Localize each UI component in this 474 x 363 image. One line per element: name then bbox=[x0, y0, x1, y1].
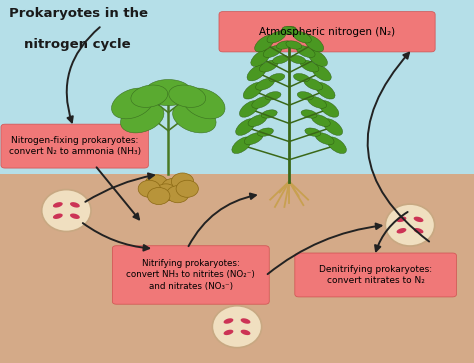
Ellipse shape bbox=[300, 60, 319, 72]
Ellipse shape bbox=[145, 79, 192, 106]
Ellipse shape bbox=[293, 74, 310, 82]
Ellipse shape bbox=[169, 85, 206, 107]
Ellipse shape bbox=[301, 110, 317, 118]
Ellipse shape bbox=[296, 46, 315, 57]
Ellipse shape bbox=[282, 26, 298, 34]
Ellipse shape bbox=[255, 78, 274, 90]
FancyBboxPatch shape bbox=[295, 253, 456, 297]
Ellipse shape bbox=[244, 133, 263, 144]
Circle shape bbox=[138, 180, 161, 197]
Ellipse shape bbox=[286, 41, 302, 49]
Ellipse shape bbox=[414, 217, 423, 222]
Ellipse shape bbox=[308, 50, 328, 66]
Text: Prokaryotes in the: Prokaryotes in the bbox=[9, 7, 148, 20]
Ellipse shape bbox=[120, 103, 164, 133]
Ellipse shape bbox=[265, 92, 281, 100]
Ellipse shape bbox=[241, 318, 250, 324]
Circle shape bbox=[166, 185, 189, 203]
Ellipse shape bbox=[42, 189, 91, 232]
Circle shape bbox=[171, 173, 194, 190]
Ellipse shape bbox=[311, 115, 330, 126]
Ellipse shape bbox=[308, 97, 327, 108]
Ellipse shape bbox=[261, 110, 277, 118]
Ellipse shape bbox=[239, 101, 259, 117]
FancyBboxPatch shape bbox=[1, 124, 148, 168]
Ellipse shape bbox=[70, 202, 80, 208]
FancyBboxPatch shape bbox=[219, 12, 435, 52]
Ellipse shape bbox=[257, 128, 273, 136]
Ellipse shape bbox=[236, 119, 255, 135]
Text: Nitrogen-fixing prokaryotes:
convert N₂ to ammonia (NH₃): Nitrogen-fixing prokaryotes: convert N₂ … bbox=[9, 136, 141, 156]
Ellipse shape bbox=[247, 64, 267, 81]
Ellipse shape bbox=[397, 217, 406, 222]
Ellipse shape bbox=[273, 56, 289, 64]
Ellipse shape bbox=[263, 46, 282, 57]
Ellipse shape bbox=[111, 88, 154, 119]
Ellipse shape bbox=[276, 41, 292, 49]
Ellipse shape bbox=[224, 318, 233, 324]
Ellipse shape bbox=[280, 26, 296, 34]
Ellipse shape bbox=[304, 35, 324, 52]
Ellipse shape bbox=[315, 82, 335, 99]
Ellipse shape bbox=[232, 137, 252, 154]
Ellipse shape bbox=[212, 306, 262, 348]
Text: Atmospheric nitrogen (N₂): Atmospheric nitrogen (N₂) bbox=[259, 27, 395, 37]
Ellipse shape bbox=[323, 119, 343, 135]
Ellipse shape bbox=[414, 228, 423, 233]
Ellipse shape bbox=[305, 128, 321, 136]
Ellipse shape bbox=[319, 101, 339, 117]
Circle shape bbox=[155, 184, 177, 201]
Ellipse shape bbox=[327, 137, 346, 154]
Ellipse shape bbox=[252, 97, 271, 108]
Text: Nitrifying prokaryotes:
convert NH₃ to nitrites (NO₂⁻)
and nitrates (NO₃⁻): Nitrifying prokaryotes: convert NH₃ to n… bbox=[127, 259, 255, 291]
Ellipse shape bbox=[397, 228, 406, 233]
Ellipse shape bbox=[267, 31, 286, 43]
Ellipse shape bbox=[243, 82, 263, 99]
Bar bbox=[0, 174, 474, 363]
Text: nitrogen cycle: nitrogen cycle bbox=[24, 38, 130, 51]
Ellipse shape bbox=[290, 56, 306, 64]
Ellipse shape bbox=[315, 133, 334, 144]
Ellipse shape bbox=[241, 330, 250, 335]
Ellipse shape bbox=[269, 74, 285, 82]
Ellipse shape bbox=[311, 64, 331, 81]
Ellipse shape bbox=[224, 330, 233, 335]
Ellipse shape bbox=[259, 60, 278, 72]
Ellipse shape bbox=[70, 213, 80, 219]
Circle shape bbox=[162, 178, 184, 196]
Ellipse shape bbox=[182, 88, 225, 119]
Ellipse shape bbox=[53, 213, 63, 219]
Ellipse shape bbox=[251, 50, 271, 66]
Ellipse shape bbox=[173, 103, 216, 133]
Ellipse shape bbox=[131, 85, 168, 107]
Ellipse shape bbox=[292, 31, 311, 43]
Circle shape bbox=[145, 175, 168, 192]
Circle shape bbox=[147, 187, 170, 205]
Ellipse shape bbox=[304, 78, 323, 90]
FancyBboxPatch shape bbox=[112, 246, 269, 304]
Ellipse shape bbox=[53, 202, 63, 208]
Circle shape bbox=[176, 180, 199, 197]
Ellipse shape bbox=[385, 204, 435, 246]
Ellipse shape bbox=[297, 92, 313, 100]
Ellipse shape bbox=[255, 35, 274, 52]
Text: Denitrifying prokaryotes:
convert nitrates to N₂: Denitrifying prokaryotes: convert nitrat… bbox=[319, 265, 432, 285]
Ellipse shape bbox=[248, 115, 267, 126]
